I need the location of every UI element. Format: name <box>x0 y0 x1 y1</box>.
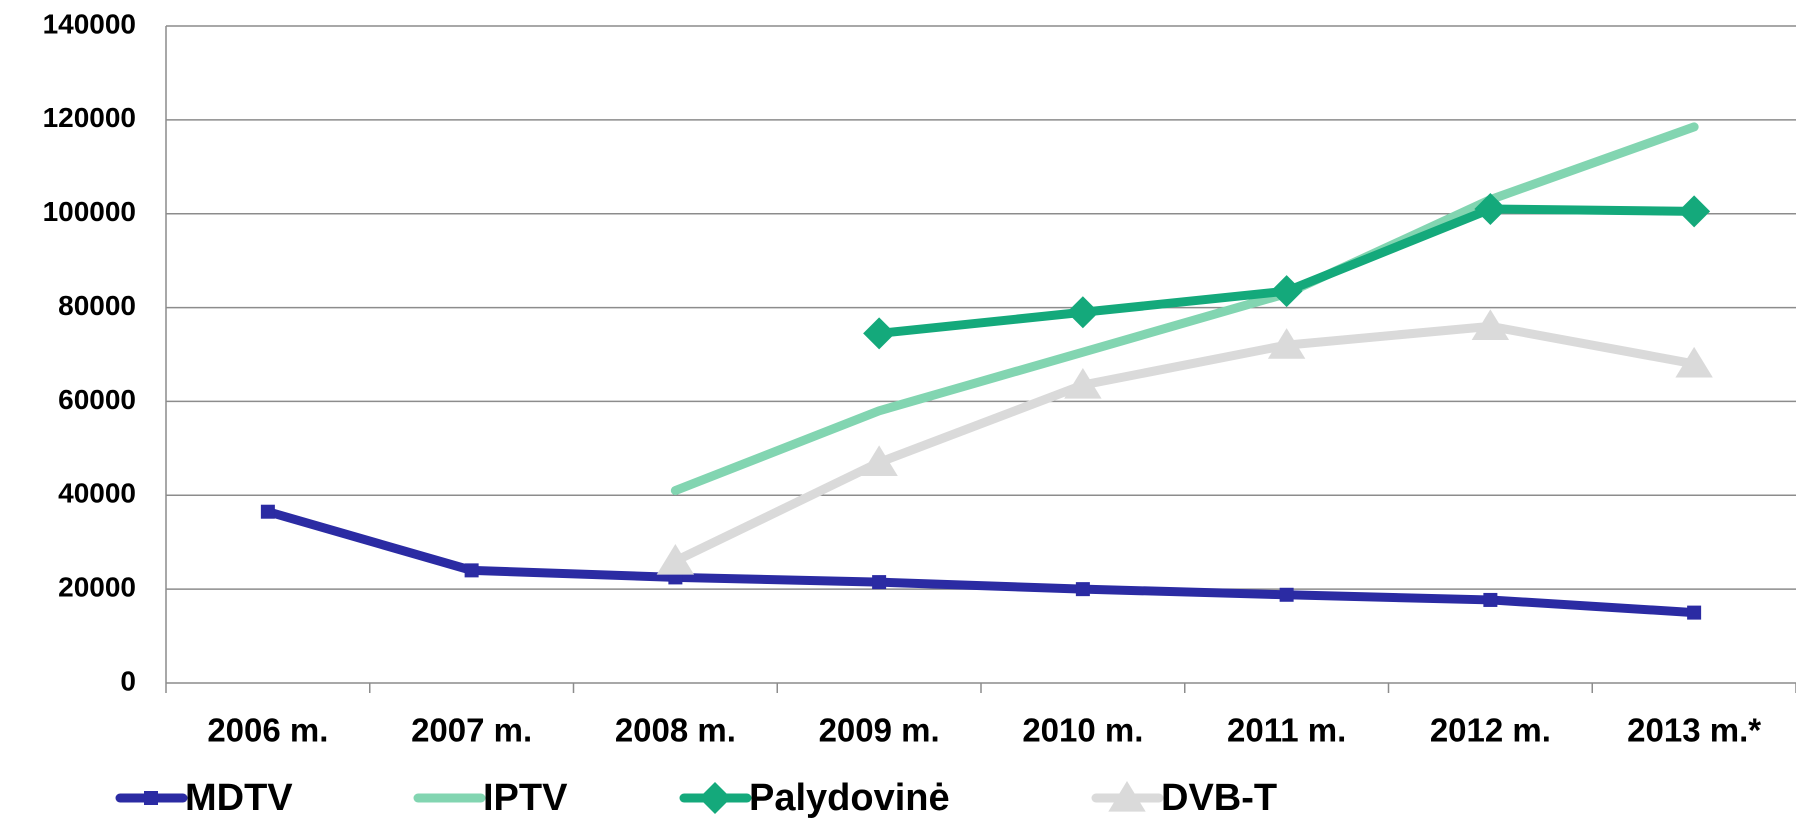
marker <box>1483 592 1498 607</box>
legend-label: MDTV <box>185 777 293 819</box>
marker <box>1279 587 1294 602</box>
legend-marker <box>1108 781 1146 812</box>
marker <box>863 317 896 350</box>
marker <box>1687 605 1702 620</box>
y-tick-label: 60000 <box>58 384 136 415</box>
legend-label: IPTV <box>483 777 568 819</box>
series-line <box>670 122 1699 496</box>
legend-label: DVB-T <box>1161 777 1277 819</box>
marker <box>860 445 898 477</box>
y-tick-label: 40000 <box>58 478 136 509</box>
x-tick-label: 2013 m.* <box>1627 712 1761 749</box>
x-tick-label: 2008 m. <box>615 712 736 749</box>
y-tick-label: 20000 <box>58 572 136 603</box>
x-tick-label: 2012 m. <box>1430 712 1551 749</box>
marker <box>1678 195 1711 228</box>
marker <box>1270 275 1303 308</box>
legend-marker <box>144 791 158 805</box>
x-tick-label: 2009 m. <box>819 712 940 749</box>
marker <box>872 575 887 590</box>
series-line <box>874 204 1699 338</box>
legend-marker <box>699 782 731 814</box>
marker <box>1474 193 1507 226</box>
y-tick-label: 120000 <box>43 102 136 133</box>
y-tick-label: 80000 <box>58 290 136 321</box>
marker <box>1064 368 1102 399</box>
series-line <box>670 321 1699 566</box>
marker <box>1066 296 1099 329</box>
marker <box>1471 309 1510 340</box>
x-tick-label: 2007 m. <box>411 712 532 749</box>
marker <box>260 504 275 519</box>
x-tick-label: 2006 m. <box>207 712 328 749</box>
x-tick-label: 2011 m. <box>1227 712 1346 749</box>
series-line <box>263 507 1699 618</box>
marker <box>1267 328 1306 359</box>
legend-label: Palydovinė <box>749 777 950 819</box>
y-tick-label: 0 <box>120 665 136 696</box>
marker <box>1675 346 1713 378</box>
marker <box>1075 582 1090 597</box>
x-tick-label: 2010 m. <box>1022 712 1143 749</box>
marker <box>656 543 695 575</box>
marker <box>464 563 479 578</box>
y-tick-label: 100000 <box>43 196 136 227</box>
y-tick-label: 140000 <box>43 8 136 39</box>
